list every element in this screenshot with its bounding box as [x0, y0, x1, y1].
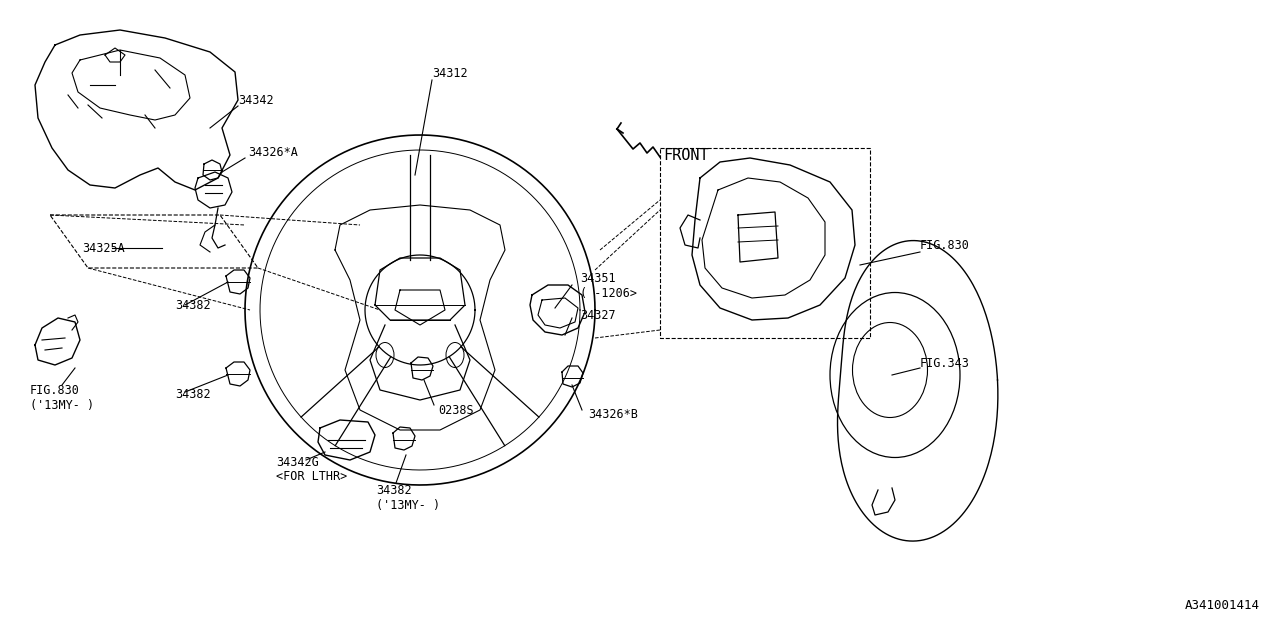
Text: 34326*A: 34326*A: [248, 145, 298, 159]
Text: 34325A: 34325A: [82, 241, 124, 255]
Text: 34327: 34327: [580, 308, 616, 321]
Text: 34382: 34382: [175, 298, 211, 312]
Text: FIG.830: FIG.830: [29, 383, 79, 397]
Text: 34382: 34382: [376, 483, 412, 497]
Text: ('13MY- ): ('13MY- ): [29, 399, 95, 412]
Text: 34342G: 34342G: [276, 456, 319, 468]
Text: 34312: 34312: [433, 67, 467, 79]
Text: 34351: 34351: [580, 271, 616, 285]
Text: FIG.830: FIG.830: [920, 239, 970, 252]
Text: ( -1206>: ( -1206>: [580, 287, 637, 300]
Text: <FOR LTHR>: <FOR LTHR>: [276, 470, 347, 483]
Text: FIG.343: FIG.343: [920, 356, 970, 369]
Text: FRONT: FRONT: [663, 147, 709, 163]
Text: 34382: 34382: [175, 388, 211, 401]
Text: 0238S: 0238S: [438, 403, 474, 417]
Text: A341001414: A341001414: [1185, 599, 1260, 612]
Text: 34342: 34342: [238, 93, 274, 106]
Text: ('13MY- ): ('13MY- ): [376, 499, 440, 511]
Text: 34326*B: 34326*B: [588, 408, 637, 422]
